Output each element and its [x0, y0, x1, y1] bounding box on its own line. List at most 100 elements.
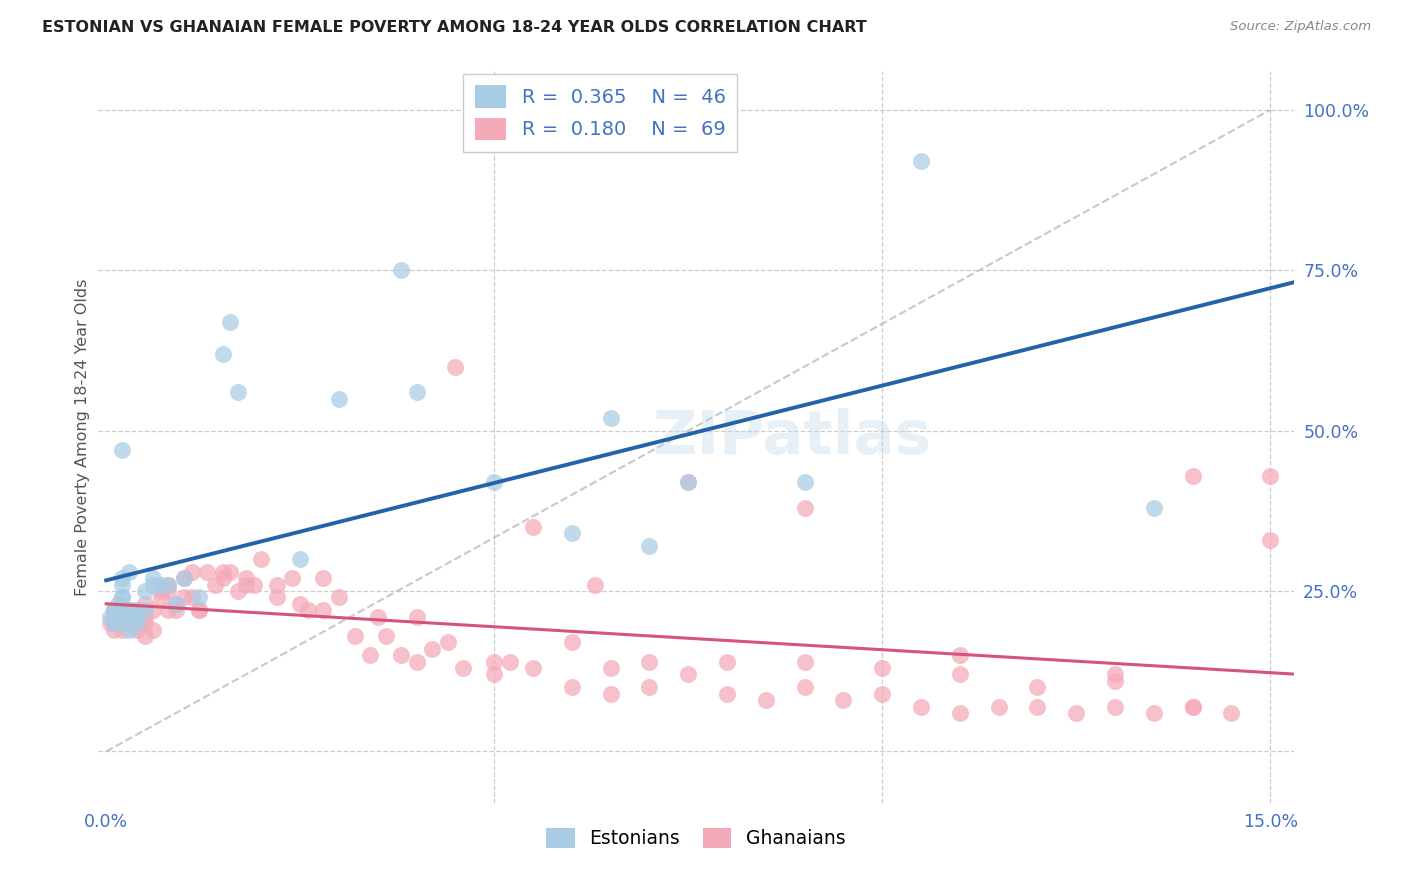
Point: [173, 591, 195, 605]
Point: [583, 577, 606, 591]
Point: [157, 603, 180, 617]
Point: [157, 577, 180, 591]
Point: [716, 687, 738, 701]
Point: [420, 641, 443, 656]
Point: [1104, 673, 1126, 688]
Point: [103, 616, 125, 631]
Point: [142, 577, 165, 591]
Point: [949, 667, 972, 681]
Point: [290, 552, 312, 566]
Point: [173, 571, 195, 585]
Point: [987, 699, 1010, 714]
Point: [676, 475, 699, 489]
Point: [188, 603, 211, 617]
Point: [127, 616, 149, 631]
Point: [111, 591, 134, 605]
Legend: Estonians, Ghanaians: Estonians, Ghanaians: [538, 820, 853, 855]
Point: [173, 571, 195, 585]
Point: [910, 699, 932, 714]
Point: [444, 359, 467, 374]
Point: [1143, 500, 1166, 515]
Point: [149, 584, 172, 599]
Point: [266, 591, 288, 605]
Point: [211, 571, 233, 585]
Point: [870, 661, 893, 675]
Point: [211, 346, 233, 360]
Point: [165, 597, 187, 611]
Point: [118, 623, 141, 637]
Point: [522, 520, 544, 534]
Point: [157, 577, 180, 591]
Point: [157, 584, 180, 599]
Point: [134, 609, 156, 624]
Point: [127, 603, 149, 617]
Point: [142, 623, 165, 637]
Point: [676, 667, 699, 681]
Point: [165, 603, 187, 617]
Point: [111, 442, 134, 457]
Point: [1104, 667, 1126, 681]
Point: [359, 648, 381, 663]
Point: [235, 577, 257, 591]
Point: [111, 577, 134, 591]
Point: [638, 539, 661, 553]
Point: [118, 616, 141, 631]
Point: [870, 687, 893, 701]
Point: [103, 616, 125, 631]
Point: [1181, 699, 1204, 714]
Point: [312, 571, 335, 585]
Point: [127, 609, 149, 624]
Point: [242, 577, 264, 591]
Point: [638, 681, 661, 695]
Point: [561, 635, 583, 649]
Point: [103, 603, 125, 617]
Point: [949, 706, 972, 720]
Point: [118, 565, 141, 579]
Point: [374, 629, 396, 643]
Point: [599, 661, 621, 675]
Point: [328, 392, 350, 406]
Point: [118, 603, 141, 617]
Point: [107, 609, 129, 624]
Point: [1104, 699, 1126, 714]
Point: [250, 552, 273, 566]
Point: [949, 648, 972, 663]
Point: [1181, 468, 1204, 483]
Point: [451, 661, 474, 675]
Point: [561, 526, 583, 541]
Point: [127, 623, 149, 637]
Point: [118, 609, 141, 624]
Point: [111, 623, 134, 637]
Point: [405, 609, 427, 624]
Text: ESTONIAN VS GHANAIAN FEMALE POVERTY AMONG 18-24 YEAR OLDS CORRELATION CHART: ESTONIAN VS GHANAIAN FEMALE POVERTY AMON…: [42, 20, 868, 35]
Point: [142, 603, 165, 617]
Point: [389, 263, 412, 277]
Point: [226, 385, 249, 400]
Point: [118, 609, 141, 624]
Point: [180, 565, 202, 579]
Point: [219, 315, 242, 329]
Point: [1258, 533, 1281, 547]
Point: [482, 667, 505, 681]
Point: [134, 629, 156, 643]
Point: [1181, 699, 1204, 714]
Point: [561, 681, 583, 695]
Point: [118, 609, 141, 624]
Point: [142, 571, 165, 585]
Point: [910, 154, 932, 169]
Point: [103, 609, 125, 624]
Point: [389, 648, 412, 663]
Point: [127, 616, 149, 631]
Point: [195, 565, 218, 579]
Point: [676, 475, 699, 489]
Point: [134, 597, 156, 611]
Point: [281, 571, 304, 585]
Point: [832, 693, 855, 707]
Point: [103, 623, 125, 637]
Point: [149, 577, 172, 591]
Point: [111, 603, 134, 617]
Point: [793, 681, 815, 695]
Point: [118, 603, 141, 617]
Point: [118, 616, 141, 631]
Y-axis label: Female Poverty Among 18-24 Year Olds: Female Poverty Among 18-24 Year Olds: [75, 278, 90, 596]
